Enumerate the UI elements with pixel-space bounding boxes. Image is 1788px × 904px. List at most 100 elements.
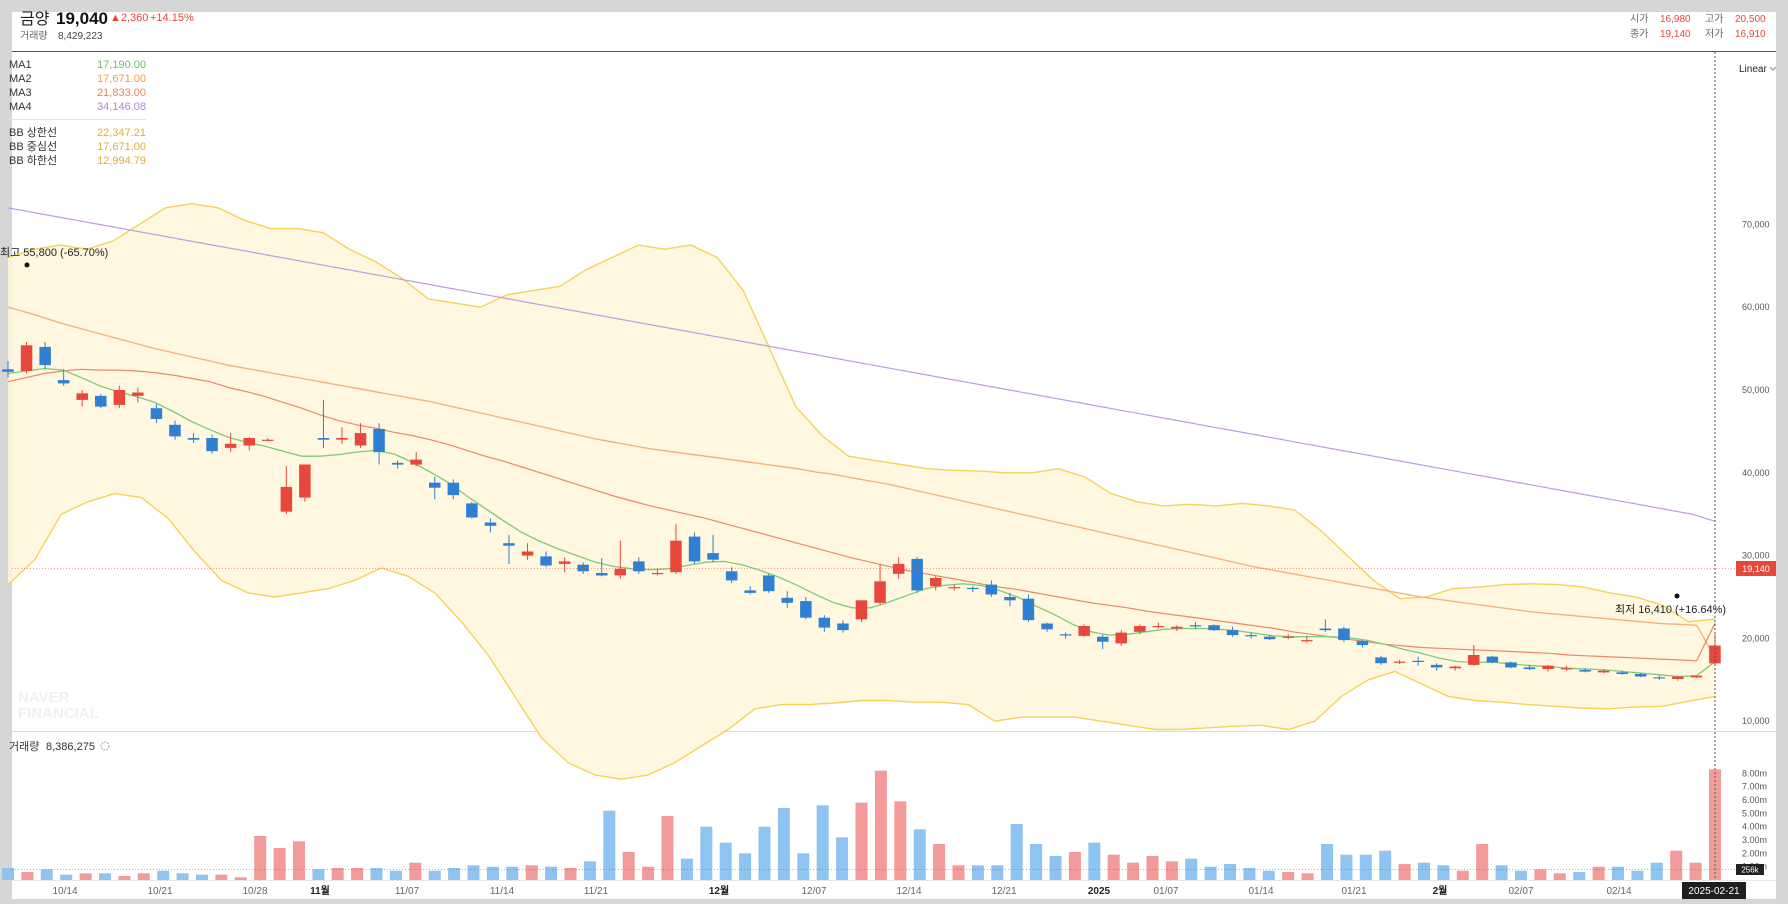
candle bbox=[1078, 624, 1090, 637]
volume-bar bbox=[952, 865, 965, 880]
volume-bar bbox=[1553, 873, 1566, 880]
candle bbox=[76, 390, 88, 407]
chevron-down-icon[interactable] bbox=[1769, 66, 1777, 71]
high-label: 고가 bbox=[1705, 13, 1723, 25]
candle bbox=[1022, 594, 1035, 622]
bb-upper-line bbox=[7, 202, 1716, 623]
volume-pane-value: 8,386,275 bbox=[46, 741, 95, 753]
volume-bar bbox=[913, 829, 926, 880]
high-annotation: 최고 55,800 (-65.70%) bbox=[0, 246, 108, 259]
candle bbox=[169, 420, 181, 440]
volume-bar bbox=[797, 853, 810, 880]
volume-bar bbox=[1573, 872, 1586, 880]
volume-bar bbox=[1146, 856, 1159, 880]
candle bbox=[243, 437, 255, 451]
candle-body bbox=[1189, 625, 1202, 627]
volume-bar bbox=[1476, 844, 1489, 880]
candle bbox=[354, 423, 367, 448]
volume-bar bbox=[545, 866, 558, 880]
volume-bar bbox=[777, 808, 790, 880]
candle bbox=[1226, 626, 1239, 637]
volume-bar bbox=[1398, 864, 1411, 880]
candle-body bbox=[1319, 628, 1332, 631]
candle bbox=[688, 532, 701, 564]
volume-bar bbox=[894, 801, 907, 880]
candle bbox=[1059, 632, 1072, 639]
candle-body bbox=[243, 438, 255, 446]
candle-body bbox=[651, 573, 664, 575]
volume-bar bbox=[1631, 870, 1644, 880]
legend-bb-lower-value: 12,994.79 bbox=[97, 155, 146, 167]
candle-body bbox=[1449, 666, 1461, 669]
ma4-line bbox=[7, 207, 1716, 522]
candle bbox=[1393, 659, 1406, 665]
volume-bar bbox=[1165, 861, 1178, 880]
candle-body bbox=[336, 438, 348, 440]
candle bbox=[911, 557, 923, 593]
candle bbox=[466, 501, 478, 519]
scale-mode-label[interactable]: Linear bbox=[1739, 64, 1767, 75]
volume-bar bbox=[1204, 866, 1217, 880]
candle bbox=[855, 600, 868, 622]
candle bbox=[558, 557, 571, 573]
candle-body bbox=[1041, 623, 1053, 630]
candle bbox=[1597, 669, 1610, 674]
price-change: ▲2,360 bbox=[110, 12, 148, 24]
candle-body bbox=[1282, 636, 1294, 638]
candle bbox=[930, 576, 942, 591]
candle bbox=[1690, 675, 1703, 679]
candle-body bbox=[967, 587, 979, 590]
candle bbox=[57, 369, 70, 386]
candle bbox=[1208, 624, 1220, 631]
candle bbox=[187, 433, 200, 443]
candle bbox=[113, 385, 126, 409]
settings-icon-ring[interactable] bbox=[100, 741, 110, 751]
candle bbox=[1282, 634, 1294, 640]
price-tick-label: 20,000 bbox=[1742, 633, 1770, 643]
volume-bar bbox=[448, 868, 461, 880]
candle bbox=[874, 563, 886, 606]
price-tick-label: 30,000 bbox=[1742, 551, 1770, 561]
volume-bar bbox=[99, 873, 111, 880]
candle bbox=[614, 540, 626, 579]
volume-bar bbox=[137, 873, 150, 880]
high-marker bbox=[24, 262, 30, 268]
candle bbox=[1134, 624, 1146, 635]
legend-ma3-value: 21,833.00 bbox=[97, 87, 146, 99]
candle-body bbox=[224, 443, 237, 448]
settings-icon[interactable] bbox=[100, 741, 110, 751]
candle-body bbox=[39, 346, 51, 366]
candle bbox=[447, 479, 460, 500]
candle bbox=[299, 464, 311, 502]
volume-bar bbox=[196, 874, 208, 880]
candle-body bbox=[1375, 657, 1387, 664]
candle bbox=[1097, 634, 1109, 650]
candle-body bbox=[150, 408, 163, 419]
volume-bar bbox=[642, 866, 655, 880]
volume-bar bbox=[409, 862, 422, 880]
candle-body bbox=[1004, 597, 1016, 601]
candle bbox=[1152, 622, 1165, 629]
volume-bar bbox=[1418, 862, 1430, 880]
volume-value: 8,429,223 bbox=[58, 31, 103, 42]
volume-bar bbox=[1068, 852, 1081, 880]
candle-body bbox=[1171, 626, 1183, 629]
scale-mode-toggle[interactable]: Linear bbox=[1739, 64, 1777, 75]
candle bbox=[373, 423, 385, 465]
candle-body bbox=[874, 581, 886, 603]
candle-body bbox=[1542, 665, 1554, 669]
date-tick-label: 01/07 bbox=[1153, 886, 1178, 897]
candle bbox=[410, 452, 422, 467]
candle bbox=[1375, 655, 1387, 665]
volume-cursor-tag: 256k bbox=[1741, 866, 1759, 875]
volume-bar bbox=[1262, 870, 1275, 880]
candle bbox=[1430, 663, 1443, 671]
candle bbox=[1115, 630, 1127, 646]
volume-bar bbox=[1030, 844, 1043, 880]
candle bbox=[1560, 665, 1573, 671]
legend-bb-upper-value: 22,347.21 bbox=[97, 127, 146, 139]
candle-body bbox=[911, 558, 923, 591]
low-annotation: 최저 16,410 (+16.64%) bbox=[1615, 603, 1726, 616]
